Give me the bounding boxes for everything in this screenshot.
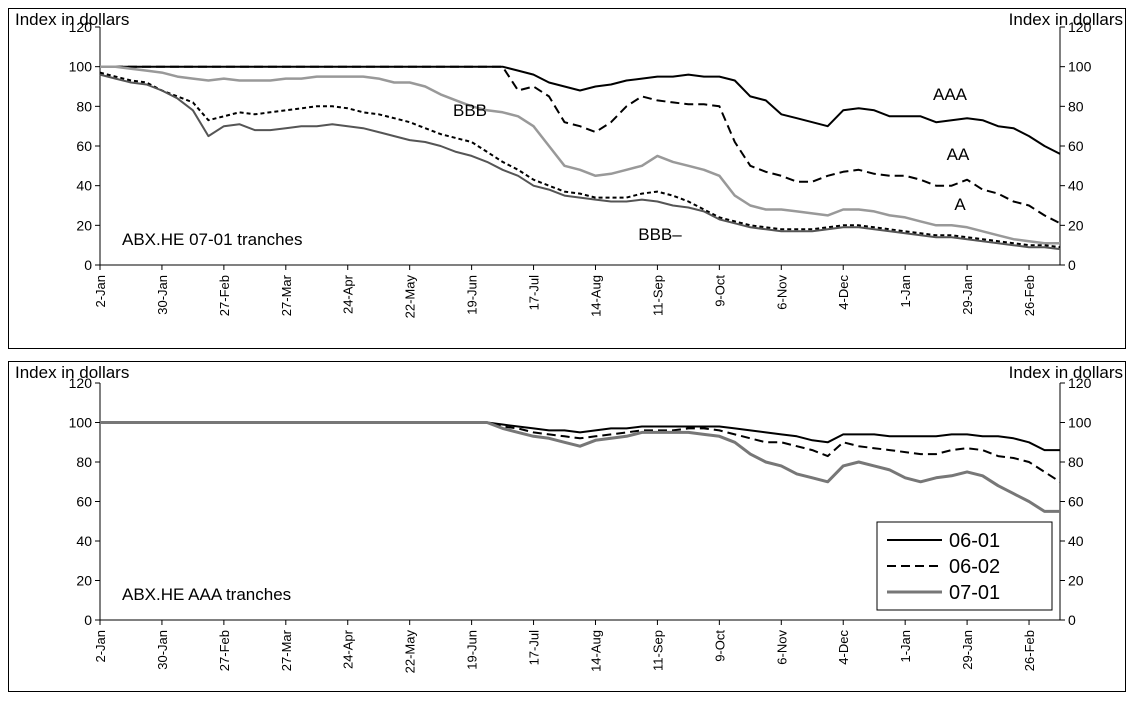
series-label: BBB bbox=[453, 101, 487, 120]
y2-tick-label: 60 bbox=[1068, 138, 1084, 154]
x-tick-label: 14-Aug bbox=[588, 630, 603, 672]
y-tick-label: 120 bbox=[69, 375, 93, 391]
x-tick-label: 29-Jan bbox=[960, 630, 975, 670]
y-tick-label: 60 bbox=[76, 138, 92, 154]
y2-tick-label: 80 bbox=[1068, 454, 1084, 470]
x-tick-label: 26-Feb bbox=[1022, 630, 1037, 671]
annotation: ABX.HE AAA tranches bbox=[122, 585, 291, 604]
y-tick-label: 40 bbox=[76, 533, 92, 549]
y-axis-label: Index in dollars bbox=[15, 10, 129, 29]
series-line bbox=[99, 73, 1061, 251]
y2-tick-label: 40 bbox=[1068, 533, 1084, 549]
y-tick-label: 60 bbox=[76, 494, 92, 510]
y2-tick-label: 0 bbox=[1068, 257, 1076, 273]
legend: 06-01 06-02 07-01 bbox=[876, 521, 1053, 611]
legend-label: 06-01 bbox=[949, 530, 1000, 552]
y-tick-label: 20 bbox=[76, 573, 92, 589]
x-tick-label: 22-May bbox=[403, 275, 418, 319]
y2-tick-label: 120 bbox=[1068, 375, 1092, 391]
y-tick-label: 0 bbox=[84, 257, 92, 273]
x-tick-label: 14-Aug bbox=[588, 275, 603, 317]
y2-tick-label: 40 bbox=[1068, 178, 1084, 194]
x-tick-label: 24-Apr bbox=[341, 629, 356, 669]
x-tick-label: 1-Jan bbox=[898, 630, 913, 663]
series-line bbox=[100, 65, 1061, 225]
x-tick-label: 19-Jun bbox=[465, 275, 480, 315]
y2-axis-label: Index in dollars bbox=[1009, 363, 1123, 382]
y-tick-label: 100 bbox=[69, 415, 93, 431]
x-tick-label: 9-Oct bbox=[712, 275, 727, 307]
y-tick-label: 100 bbox=[69, 59, 93, 75]
x-tick-label: 30-Jan bbox=[155, 630, 170, 670]
x-tick-label: 26-Feb bbox=[1022, 275, 1037, 316]
x-tick-label: 2-Jan bbox=[93, 630, 108, 663]
y-tick-label: 0 bbox=[84, 612, 92, 628]
y-tick-label: 20 bbox=[76, 217, 92, 233]
x-tick-label: 9-Oct bbox=[712, 630, 727, 662]
series-label: A bbox=[954, 195, 966, 214]
y-tick-label: 80 bbox=[76, 98, 92, 114]
y2-tick-label: 0 bbox=[1068, 612, 1076, 628]
x-tick-label: 17-Jul bbox=[527, 275, 542, 311]
x-tick-label: 6-Nov bbox=[774, 630, 789, 665]
x-tick-label: 11-Sep bbox=[650, 275, 665, 316]
x-tick-label: 1-Jan bbox=[898, 275, 913, 308]
series-label: AAA bbox=[933, 85, 968, 104]
x-tick-label: 4-Dec bbox=[836, 275, 851, 310]
y-tick-label: 80 bbox=[76, 454, 92, 470]
y2-tick-label: 120 bbox=[1068, 19, 1092, 35]
annotation: ABX.HE 07-01 tranches bbox=[122, 230, 302, 249]
series-label: AA bbox=[947, 145, 970, 164]
x-tick-label: 24-Apr bbox=[341, 274, 356, 314]
y2-tick-label: 20 bbox=[1068, 573, 1084, 589]
y2-tick-label: 80 bbox=[1068, 98, 1084, 114]
y2-tick-label: 60 bbox=[1068, 494, 1084, 510]
y-tick-label: 40 bbox=[76, 178, 92, 194]
series-line bbox=[100, 421, 1060, 513]
y-tick-label: 120 bbox=[69, 19, 93, 35]
y2-tick-label: 100 bbox=[1068, 59, 1092, 75]
x-tick-label: 27-Feb bbox=[217, 275, 232, 316]
x-tick-label: 6-Nov bbox=[774, 275, 789, 310]
x-tick-label: 27-Mar bbox=[279, 274, 294, 316]
panel-frame bbox=[8, 361, 1126, 692]
y2-tick-label: 100 bbox=[1068, 415, 1092, 431]
series-line bbox=[99, 71, 1061, 249]
y2-axis-label: Index in dollars bbox=[1009, 10, 1123, 29]
panel-frame bbox=[8, 8, 1126, 349]
series-line bbox=[100, 65, 1060, 245]
y2-tick-label: 20 bbox=[1068, 217, 1084, 233]
x-tick-label: 27-Mar bbox=[279, 629, 294, 671]
x-tick-label: 30-Jan bbox=[155, 275, 170, 315]
x-tick-label: 27-Feb bbox=[217, 630, 232, 671]
legend-label: 07-01 bbox=[949, 582, 1000, 604]
y-axis-label: Index in dollars bbox=[15, 363, 129, 382]
series-label: BBB– bbox=[638, 225, 682, 244]
x-tick-label: 22-May bbox=[403, 630, 418, 674]
x-tick-label: 11-Sep bbox=[650, 630, 665, 671]
x-tick-label: 19-Jun bbox=[465, 630, 480, 670]
x-tick-label: 17-Jul bbox=[527, 630, 542, 666]
x-tick-label: 4-Dec bbox=[836, 630, 851, 665]
x-tick-label: 29-Jan bbox=[960, 275, 975, 315]
x-tick-label: 2-Jan bbox=[93, 275, 108, 308]
legend-label: 06-02 bbox=[949, 556, 1000, 578]
